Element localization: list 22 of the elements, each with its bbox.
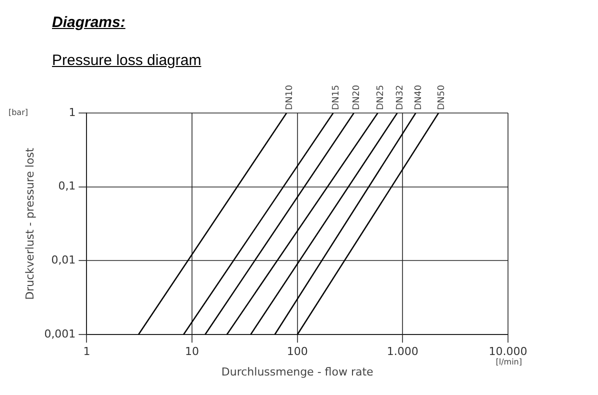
text: [bar]	[8, 108, 28, 118]
chart-subtitle: Pressure loss diagram	[52, 52, 202, 69]
text: DN15	[332, 84, 342, 110]
y-tick-label: 1	[68, 106, 76, 119]
y-axis-title: Druckverlust - pressure lost	[23, 147, 36, 300]
text: DN40	[414, 84, 424, 110]
x-tick-label: 10.000	[488, 345, 528, 358]
text: DN25	[376, 84, 386, 110]
text: DN32	[396, 84, 406, 110]
text: DN10	[284, 84, 295, 110]
x-tick-label: 10	[185, 345, 200, 358]
x-tick-label: 1	[83, 345, 90, 358]
y-tick-label: 0,01	[51, 254, 76, 267]
x-tick-label: 100	[286, 345, 308, 358]
text: DN50	[436, 84, 447, 110]
x-axis-title: Durchlussmenge - flow rate	[221, 365, 374, 378]
chart-title: Diagrams:	[52, 14, 126, 31]
text: DN20	[352, 84, 362, 110]
y-tick-label: 0,1	[58, 180, 76, 193]
y-tick-label: 0,001	[44, 327, 76, 340]
text: [l/min]	[496, 358, 522, 367]
x-tick-label: 1.000	[386, 345, 418, 358]
